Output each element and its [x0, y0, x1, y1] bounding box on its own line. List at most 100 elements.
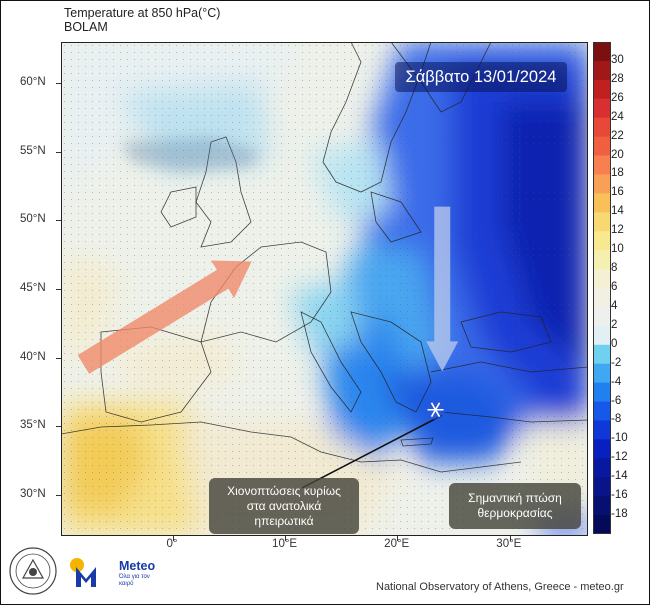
- longitude-tick: [509, 536, 511, 541]
- warm-air-arrow: [77, 260, 252, 374]
- colorbar-segment: [593, 231, 611, 251]
- colorbar-segment: [593, 401, 611, 421]
- colorbar: [593, 42, 611, 534]
- colorbar-segment: [593, 155, 611, 175]
- colorbar-segment: [593, 60, 611, 81]
- snow-note-box: Χιονοπτώσεις κυρίως στα ανατολικά ηπειρω…: [209, 478, 359, 534]
- colorbar-segment: [593, 42, 611, 62]
- longitude-tick: [397, 536, 399, 541]
- colorbar-segment: [593, 288, 611, 308]
- colorbar-segment: [593, 174, 611, 194]
- grid-dots: [61, 42, 588, 536]
- colorbar-label: -16: [611, 489, 628, 502]
- temp-drop-note-line: θερμοκρασίας: [477, 506, 553, 520]
- colorbar-label: 22: [611, 129, 624, 142]
- meteo-logo-icon: [70, 558, 96, 587]
- longitude-tick: [173, 536, 175, 541]
- title-line-1: Temperature at 850 hPa(°C): [64, 6, 221, 20]
- longitude-tick: [285, 536, 287, 541]
- colorbar-segment: [593, 458, 611, 478]
- colorbar-segment: [593, 269, 611, 289]
- colorbar-segment: [593, 193, 611, 213]
- colorbar-segment: [593, 515, 611, 534]
- colorbar-label: 26: [611, 91, 624, 104]
- colorbar-segment: [593, 477, 611, 497]
- cold-air-arrow: [426, 206, 459, 372]
- colorbar-segment: [593, 382, 611, 403]
- colorbar-label: 6: [611, 281, 618, 293]
- colorbar-label: 14: [611, 205, 624, 218]
- temp-drop-note-line: Σημαντική πτώση: [468, 491, 562, 505]
- longitude-label: 10°E: [272, 538, 298, 550]
- colorbar-segment: [593, 439, 611, 459]
- colorbar-segment: [593, 363, 611, 384]
- colorbar-segment: [593, 250, 611, 270]
- date-label: Σάββατο 13/01/2024: [395, 62, 567, 92]
- meteo-tagline: Όλα για τον καιρό: [119, 574, 150, 587]
- annotation-pointer: [301, 414, 443, 489]
- latitude-label: 35°N: [20, 419, 46, 432]
- colorbar-label: -12: [611, 451, 628, 464]
- snow-note-line: ηπειρωτικά: [254, 513, 314, 528]
- colorbar-label: 0: [611, 337, 618, 350]
- footer-credit: National Observatory of Athens, Greece -…: [376, 581, 624, 593]
- latitude-tick: [56, 494, 61, 496]
- colorbar-segment: [593, 98, 611, 119]
- colorbar-label: 30: [611, 53, 624, 66]
- snowflake-arm: [430, 402, 441, 418]
- colorbar-segment: [593, 496, 611, 516]
- longitude-label: 20°E: [384, 538, 410, 550]
- snow-note-line: στα ανατολικά: [246, 498, 322, 513]
- colorbar-label: 12: [611, 224, 624, 237]
- map-border: [61, 42, 588, 536]
- latitude-label: 60°N: [20, 76, 46, 89]
- colorbar-label: 28: [611, 72, 624, 85]
- snow-note-line: Χιονοπτώσεις κυρίως: [227, 483, 341, 498]
- snowflake-icon: [425, 399, 446, 420]
- meteo-brand-name: Meteo: [119, 559, 156, 573]
- north-sea-shade: [121, 137, 261, 172]
- latitude-tick: [56, 426, 61, 428]
- colorbar-label: -14: [611, 470, 628, 483]
- colorbar-segment: [593, 117, 611, 138]
- map-title: Temperature at 850 hPa(°C) BOLAM: [64, 6, 220, 34]
- title-line-2: BOLAM: [64, 20, 108, 34]
- pointer-line: [301, 414, 443, 489]
- colorbar-label: 16: [611, 186, 624, 199]
- colorbar-label: 20: [611, 148, 624, 161]
- colorbar-segment: [593, 325, 611, 346]
- latitude-tick: [56, 220, 61, 222]
- flow-arrows: [77, 206, 459, 374]
- latitude-tick: [56, 289, 61, 290]
- temperature-map[interactable]: [61, 42, 588, 536]
- colorbar-segment: [593, 212, 611, 232]
- latitude-label: 45°N: [20, 282, 46, 294]
- colorbar-segment: [593, 344, 611, 365]
- colorbar-segment: [593, 79, 611, 100]
- colorbar-label: 2: [611, 318, 618, 331]
- latitude-tick: [56, 83, 61, 85]
- observatory-seal-icon: [9, 547, 57, 595]
- temp-drop-note-box: Σημαντική πτώση θερμοκρασίας: [449, 483, 581, 529]
- colorbar-label: 8: [611, 262, 618, 275]
- colorbar-border: [593, 42, 611, 534]
- colorbar-segment: [593, 136, 611, 157]
- latitude-label: 55°N: [20, 144, 46, 157]
- colorbar-label: -4: [611, 375, 622, 388]
- colorbar-label: -10: [611, 432, 628, 445]
- colorbar-label: -18: [611, 508, 628, 521]
- longitude-label: 30°E: [496, 538, 522, 550]
- longitude-label: 0°: [166, 538, 178, 550]
- latitude-label: 40°N: [20, 350, 46, 363]
- latitude-label: 50°N: [20, 213, 46, 226]
- colorbar-label: -6: [611, 394, 622, 407]
- colorbar-label: 4: [611, 299, 618, 312]
- colorbar-label: 24: [611, 110, 624, 123]
- latitude-tick: [56, 151, 61, 153]
- latitude-label: 30°N: [20, 487, 46, 500]
- colorbar-segment: [593, 306, 611, 327]
- colorbar-segment: [593, 420, 611, 440]
- colorbar-label: 10: [611, 243, 624, 256]
- colorbar-label: 18: [611, 167, 624, 180]
- colorbar-label: -2: [611, 356, 622, 369]
